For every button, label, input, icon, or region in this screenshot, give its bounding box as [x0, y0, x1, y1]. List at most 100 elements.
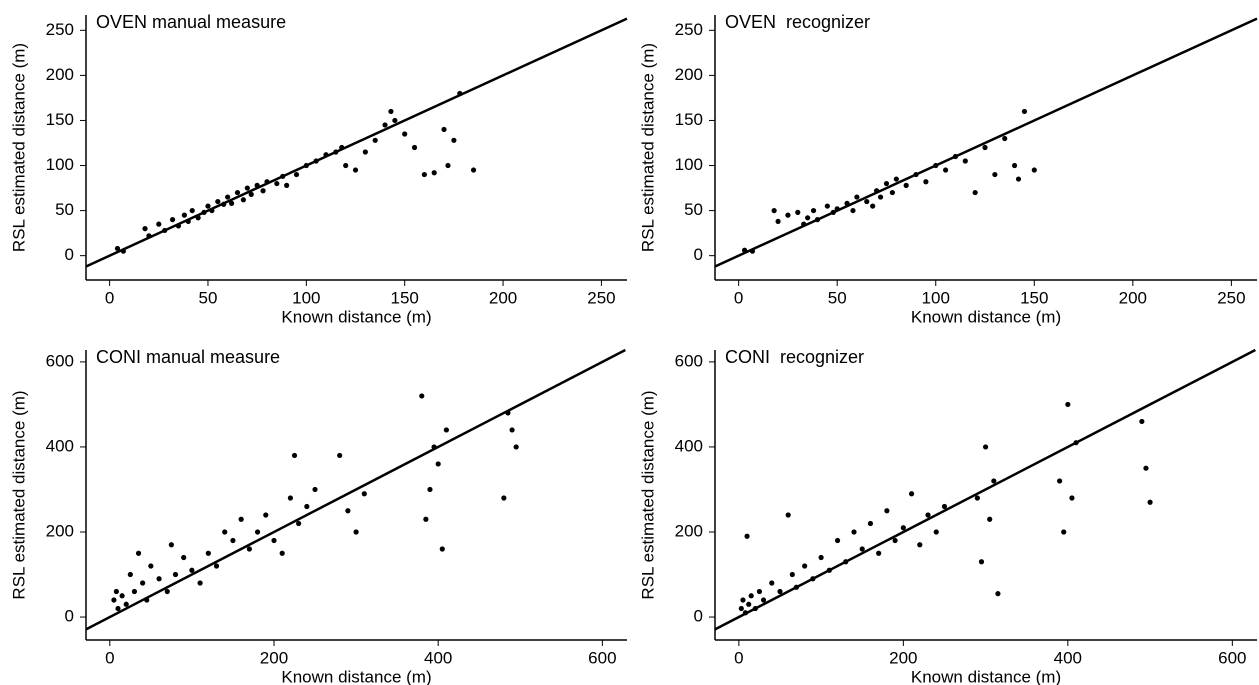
point — [221, 201, 227, 207]
point — [877, 194, 884, 200]
point — [1147, 499, 1153, 505]
x-tick-label: 200 — [260, 648, 288, 667]
point — [843, 559, 849, 565]
point — [119, 593, 125, 599]
point — [113, 588, 119, 595]
point — [248, 191, 254, 197]
point — [402, 131, 408, 137]
point — [274, 180, 280, 187]
point — [470, 167, 477, 173]
point — [146, 233, 152, 239]
point — [303, 162, 309, 169]
point — [746, 601, 752, 607]
point — [111, 597, 117, 603]
point — [992, 171, 998, 178]
x-tick-label: 200 — [889, 648, 917, 667]
y-tick-label: 50 — [684, 200, 703, 219]
point — [213, 563, 220, 569]
point — [834, 206, 840, 212]
identity-line — [85, 348, 626, 631]
point — [287, 495, 294, 501]
x-axis-label: Known distance (m) — [281, 667, 431, 685]
y-tick-label: 100 — [675, 155, 703, 174]
point — [859, 546, 865, 552]
point — [215, 198, 221, 205]
y-tick-label: 150 — [675, 110, 703, 129]
point — [189, 567, 195, 573]
y-axis-label: RSL estimated distance (m) — [9, 390, 28, 599]
point — [421, 171, 427, 178]
point — [445, 162, 451, 169]
y-tick-label: 200 — [46, 521, 74, 540]
point — [260, 188, 266, 194]
point — [435, 461, 441, 467]
point — [900, 525, 906, 531]
point — [131, 588, 138, 595]
point — [140, 580, 146, 586]
panel: 0 200 400 600 0 200 400 600 Known distance (m) RS… — [638, 347, 1257, 685]
point — [752, 605, 758, 612]
identity-line — [85, 17, 628, 268]
y-tick-label: 250 — [46, 20, 74, 39]
point — [501, 495, 507, 501]
point — [172, 571, 179, 578]
point — [1021, 108, 1028, 115]
panel: 0 200 400 600 0 200 400 600 Known distance (m) RS… — [9, 347, 627, 685]
point — [189, 207, 195, 214]
y-axis-label: RSL estimated distance (m) — [9, 43, 28, 252]
x-tick-label: 200 — [1119, 288, 1147, 307]
point — [230, 537, 236, 544]
point — [810, 576, 816, 582]
point — [361, 491, 367, 497]
point — [181, 554, 187, 561]
point — [982, 444, 989, 450]
point — [296, 520, 302, 527]
point — [941, 503, 948, 510]
point — [775, 218, 781, 225]
point — [246, 546, 252, 552]
point — [874, 188, 880, 194]
x-axis-label: Known distance (m) — [911, 667, 1061, 685]
point — [824, 203, 830, 209]
point — [388, 108, 394, 115]
x-tick-label: 600 — [588, 648, 616, 667]
point — [168, 542, 174, 548]
point — [805, 215, 811, 221]
point — [1011, 162, 1018, 169]
point — [439, 546, 445, 552]
point — [353, 529, 359, 535]
y-tick-label: 100 — [46, 155, 74, 174]
x-tick-label: 400 — [424, 648, 452, 667]
y-tick-label: 0 — [694, 245, 703, 264]
point — [760, 597, 767, 603]
point — [423, 516, 429, 522]
point — [263, 512, 269, 518]
point — [850, 207, 856, 214]
point — [742, 610, 749, 616]
point — [323, 152, 329, 158]
point — [205, 550, 211, 556]
point — [962, 158, 968, 164]
point — [313, 158, 319, 164]
point — [312, 486, 318, 493]
y-tick-label: 200 — [675, 521, 703, 540]
point — [903, 182, 909, 188]
point — [279, 550, 285, 556]
y-axis-label: RSL estimated distance (m) — [638, 390, 657, 599]
point — [142, 226, 148, 232]
x-tick-label: 0 — [105, 288, 114, 307]
x-tick-label: 100 — [292, 288, 320, 307]
point — [826, 567, 832, 573]
point — [205, 203, 211, 209]
point — [127, 571, 133, 578]
point — [457, 90, 463, 97]
panel: 0 50 100 150 200 250 0 50 100 150 200 250 Known dist… — [638, 12, 1258, 326]
point — [185, 218, 191, 225]
point — [372, 137, 378, 143]
point — [195, 215, 201, 221]
y-tick-label: 150 — [46, 110, 74, 129]
point — [908, 491, 915, 497]
point — [925, 512, 931, 518]
x-tick-label: 250 — [587, 288, 615, 307]
y-tick-label: 50 — [55, 200, 74, 219]
